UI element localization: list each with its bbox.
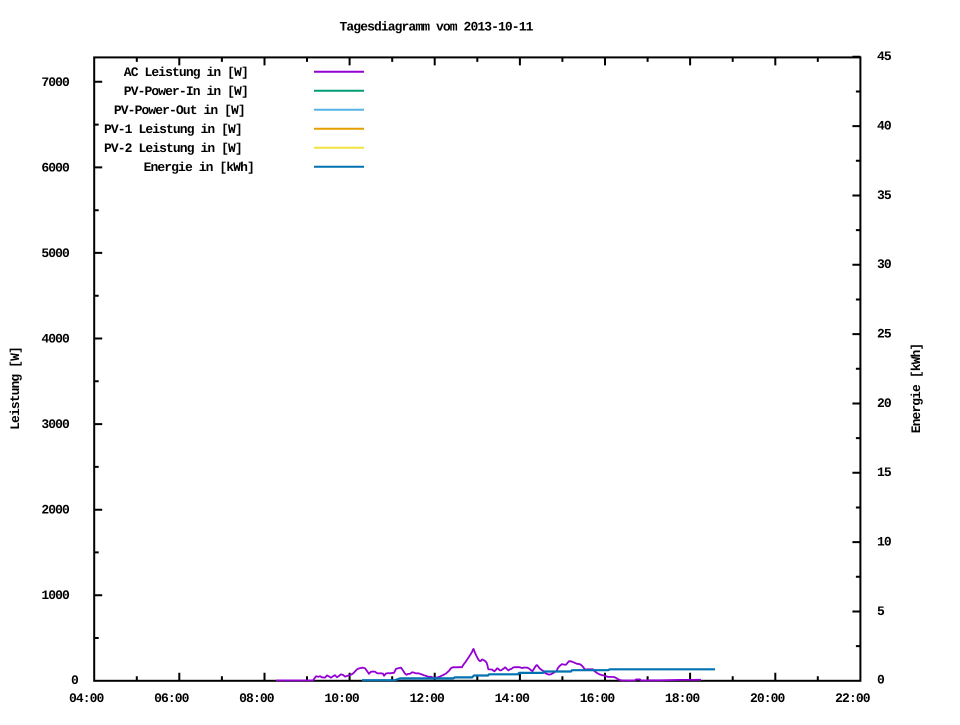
svg-text:6000: 6000 bbox=[41, 160, 70, 175]
svg-text:10: 10 bbox=[877, 535, 892, 550]
svg-text:PV-1 Leistung in [W]: PV-1 Leistung in [W] bbox=[104, 122, 242, 137]
svg-text:45: 45 bbox=[877, 49, 892, 64]
svg-text:Energie [kWh]: Energie [kWh] bbox=[909, 344, 924, 434]
svg-text:20: 20 bbox=[877, 396, 892, 411]
svg-text:10:00: 10:00 bbox=[324, 691, 360, 706]
svg-text:PV-Power-Out in [W]: PV-Power-Out in [W] bbox=[114, 103, 245, 118]
svg-text:3000: 3000 bbox=[41, 417, 70, 432]
svg-text:0: 0 bbox=[877, 673, 885, 688]
svg-text:04:00: 04:00 bbox=[69, 691, 105, 706]
svg-text:40: 40 bbox=[877, 119, 892, 134]
svg-text:5000: 5000 bbox=[41, 246, 70, 261]
svg-text:PV-Power-In in [W]: PV-Power-In in [W] bbox=[124, 84, 248, 99]
svg-text:1000: 1000 bbox=[41, 588, 70, 603]
svg-text:2000: 2000 bbox=[41, 503, 70, 518]
svg-text:Leistung [W]: Leistung [W] bbox=[8, 347, 23, 430]
svg-text:18:00: 18:00 bbox=[665, 691, 701, 706]
svg-text:Tagesdiagramm vom 2013-10-11: Tagesdiagramm vom 2013-10-11 bbox=[340, 19, 534, 34]
svg-text:08:00: 08:00 bbox=[239, 691, 275, 706]
svg-text:Energie in [kWh]: Energie in [kWh] bbox=[144, 160, 254, 175]
svg-text:35: 35 bbox=[877, 188, 892, 203]
svg-text:0: 0 bbox=[71, 673, 79, 688]
svg-text:PV-2 Leistung in [W]: PV-2 Leistung in [W] bbox=[104, 141, 242, 156]
svg-text:25: 25 bbox=[877, 327, 892, 342]
svg-text:20:00: 20:00 bbox=[750, 691, 786, 706]
svg-text:5: 5 bbox=[877, 604, 885, 619]
svg-text:7000: 7000 bbox=[41, 75, 70, 90]
svg-text:15: 15 bbox=[877, 465, 892, 480]
svg-text:16:00: 16:00 bbox=[580, 691, 616, 706]
svg-text:22:00: 22:00 bbox=[835, 691, 871, 706]
svg-text:4000: 4000 bbox=[41, 332, 70, 347]
svg-text:30: 30 bbox=[877, 257, 892, 272]
svg-text:AC Leistung in [W]: AC Leistung in [W] bbox=[124, 65, 248, 80]
svg-text:12:00: 12:00 bbox=[409, 691, 445, 706]
svg-text:06:00: 06:00 bbox=[154, 691, 190, 706]
svg-text:14:00: 14:00 bbox=[495, 691, 531, 706]
